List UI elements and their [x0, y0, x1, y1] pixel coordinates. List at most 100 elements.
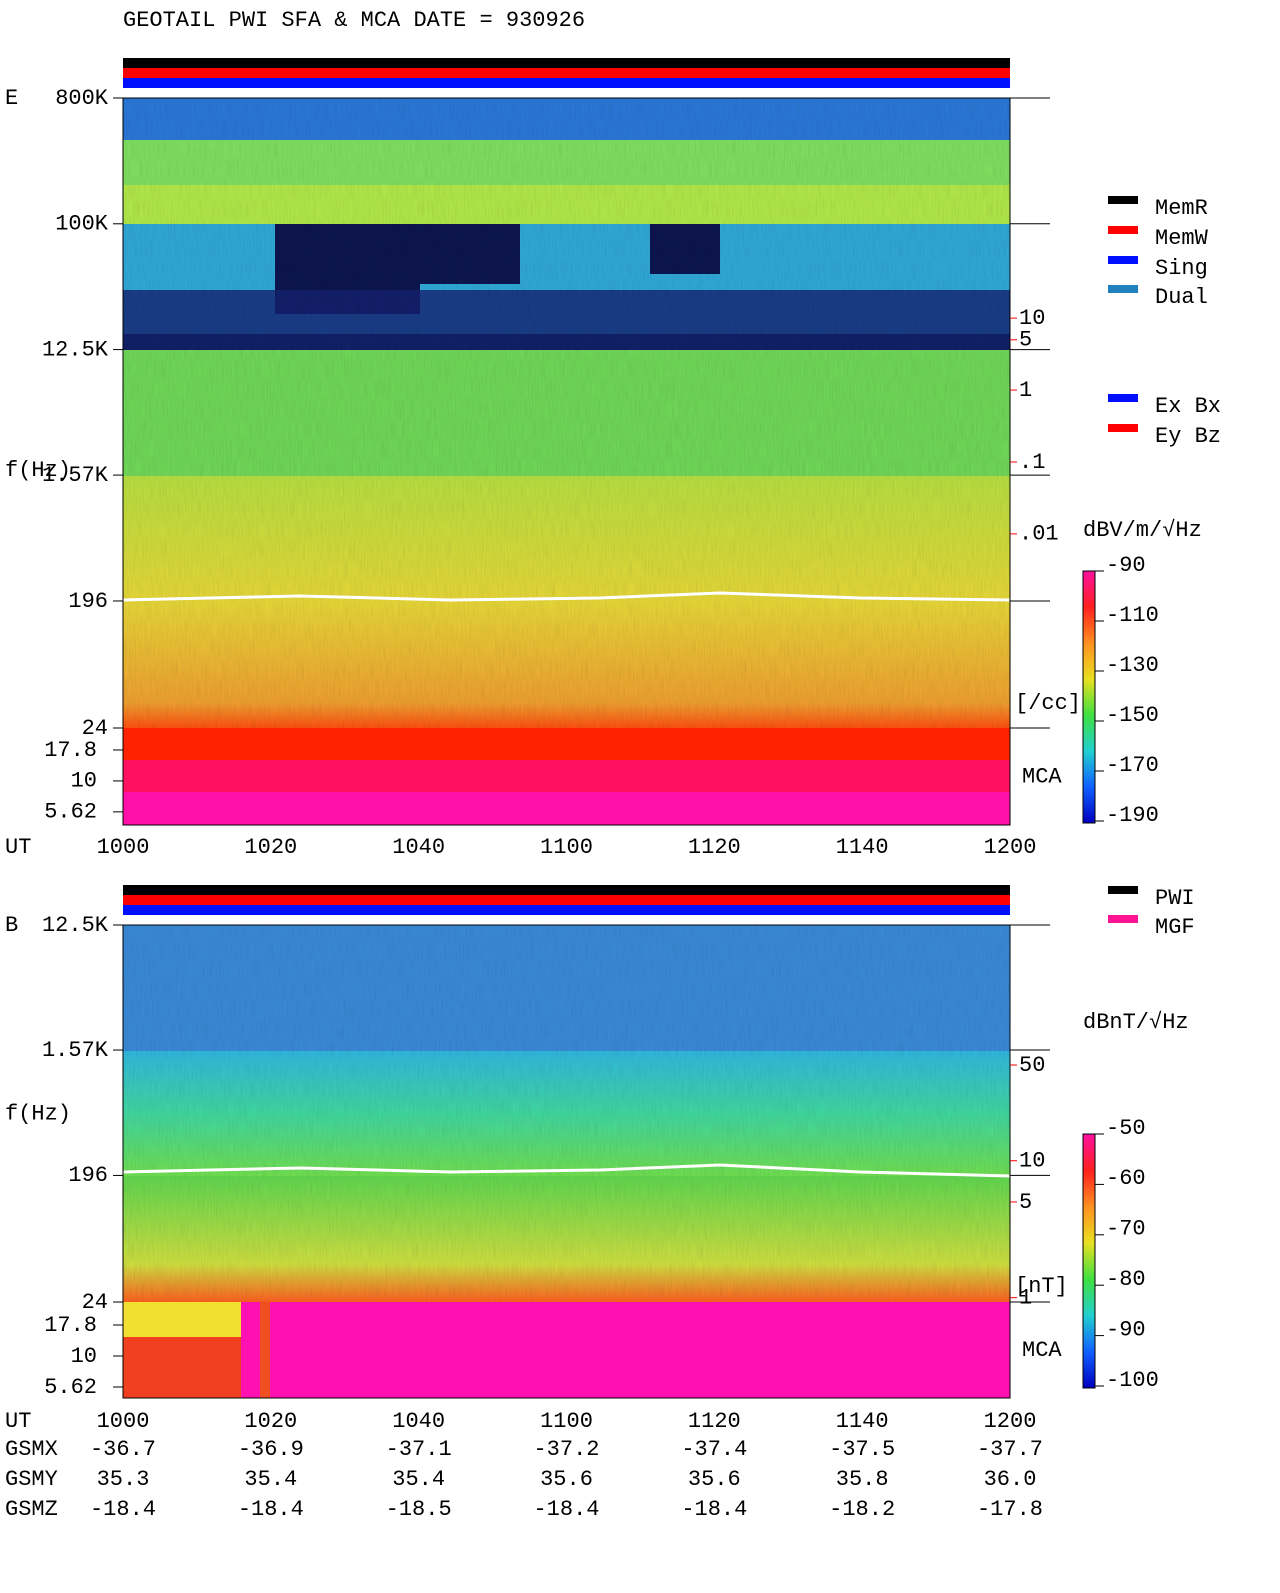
density-unit: [/cc] [1015, 691, 1081, 716]
band [123, 728, 1010, 760]
cell: -37.5 [829, 1437, 895, 1462]
x-tick-label: 1040 [392, 835, 445, 860]
colorbar-tick-label: -80 [1106, 1267, 1146, 1292]
x-tick-label: 1020 [244, 835, 297, 860]
colorbar-tick-label: -150 [1106, 703, 1159, 728]
spectrogram-b [122, 925, 1011, 1398]
legend-swatch [1108, 424, 1138, 432]
colorbar-label: dBV/m/√Hz [1083, 518, 1202, 543]
density-tick-label: 50 [1019, 1053, 1045, 1078]
status-stripe [123, 58, 1010, 68]
x-tick-label: 1040 [392, 1409, 445, 1434]
cell: 35.8 [836, 1467, 889, 1492]
x-axis-label: UT [5, 1409, 31, 1434]
x-axis-label: UT [5, 835, 31, 860]
cell: -37.1 [386, 1437, 452, 1462]
legend-swatch [1108, 915, 1138, 923]
colorbar-tick-label: -90 [1106, 1317, 1146, 1342]
y-tick-label: 12.5K [42, 337, 109, 362]
x-tick-label: 1200 [984, 835, 1037, 860]
status-stripe [123, 905, 1010, 915]
colorbar-tick-label: -110 [1106, 603, 1159, 628]
frame [122, 924, 1011, 1399]
legend-label: Dual [1155, 285, 1208, 310]
texture [123, 98, 1010, 728]
legend-swatch [1108, 394, 1138, 402]
y-tick-label: 100K [55, 212, 109, 237]
colorbar-tick-label: -170 [1106, 753, 1159, 778]
band [260, 1302, 270, 1398]
density-tick-label: 5 [1019, 1190, 1032, 1215]
legend-label: MemW [1155, 226, 1209, 251]
colorbar-label: dBnT/√Hz [1083, 1010, 1189, 1035]
legend-label: Ey Bz [1155, 424, 1221, 449]
trace [122, 591, 1011, 602]
y-tick-label: 1.57K [42, 463, 109, 488]
y-axis-label: f(Hz) [5, 458, 71, 483]
density-tick-label: 10 [1019, 306, 1045, 331]
legend-label: PWI [1155, 886, 1195, 911]
status-stripe [123, 68, 1010, 78]
texture [123, 925, 1010, 1302]
colorbar-tick-label: -130 [1106, 653, 1159, 678]
title: GEOTAIL PWI SFA & MCA DATE = 930926 [123, 8, 585, 33]
cell: -36.7 [90, 1437, 156, 1462]
cell: -18.5 [386, 1497, 452, 1522]
legend-swatch [1108, 886, 1138, 894]
cell: 35.6 [540, 1467, 593, 1492]
density-tick-label: 1 [1019, 378, 1032, 403]
band [123, 760, 1010, 792]
x-tick-label: 1140 [836, 1409, 889, 1434]
mca-tick-label: 10 [71, 769, 97, 794]
status-stripe [123, 885, 1010, 895]
band [123, 1302, 1010, 1398]
y-tick-label: 12.5K [42, 913, 109, 938]
legend-swatch [1108, 256, 1138, 264]
mca-tick-label: 10 [71, 1344, 97, 1369]
legend-label: MGF [1155, 915, 1195, 940]
cell: -18.2 [829, 1497, 895, 1522]
cell: 35.3 [97, 1467, 150, 1492]
x-tick-label: 1000 [97, 835, 150, 860]
mca-label: MCA [1022, 1338, 1062, 1363]
panel-label: E [5, 86, 18, 111]
x-tick-label: 1120 [688, 1409, 741, 1434]
mca-tick-label: 5.62 [44, 800, 97, 825]
x-tick-label: 1200 [984, 1409, 1037, 1434]
colorbar-tick-label: -60 [1106, 1166, 1146, 1191]
cell: -37.7 [977, 1437, 1043, 1462]
colorbar-tick-label: -90 [1106, 553, 1146, 578]
row-label: GSMY [5, 1467, 58, 1492]
mca-tick-label: 5.62 [44, 1375, 97, 1400]
y-axis-label: f(Hz) [5, 1101, 71, 1126]
cell: -18.4 [681, 1497, 747, 1522]
cell: 35.4 [392, 1467, 445, 1492]
x-tick-label: 1100 [540, 1409, 593, 1434]
row-label: GSMX [5, 1437, 58, 1462]
legend-label: MemR [1155, 196, 1208, 221]
x-tick-label: 1120 [688, 835, 741, 860]
legend-swatch [1108, 285, 1138, 293]
panel-label: B [5, 913, 18, 938]
density-tick-label: .01 [1019, 522, 1059, 547]
cell: 35.4 [244, 1467, 297, 1492]
density-unit: [nT] [1015, 1274, 1068, 1299]
y-tick-label: 1.57K [42, 1038, 109, 1063]
x-tick-label: 1000 [97, 1409, 150, 1434]
y-tick-label: 24 [82, 716, 108, 741]
row-label: GSMZ [5, 1497, 58, 1522]
cell: -17.8 [977, 1497, 1043, 1522]
legend-swatch [1108, 196, 1138, 204]
density-tick-label: 10 [1019, 1149, 1045, 1174]
trace [122, 1163, 1011, 1178]
y-tick-label: 24 [82, 1290, 108, 1315]
colorbar-tick-label: -190 [1106, 803, 1159, 828]
y-tick-label: 800K [55, 86, 109, 111]
cell: -36.9 [238, 1437, 304, 1462]
x-tick-label: 1140 [836, 835, 889, 860]
y-tick-label: 196 [68, 1163, 108, 1188]
mca-tick-label: 17.8 [44, 738, 97, 763]
legend-swatch [1108, 226, 1138, 234]
cell: -18.4 [90, 1497, 156, 1522]
